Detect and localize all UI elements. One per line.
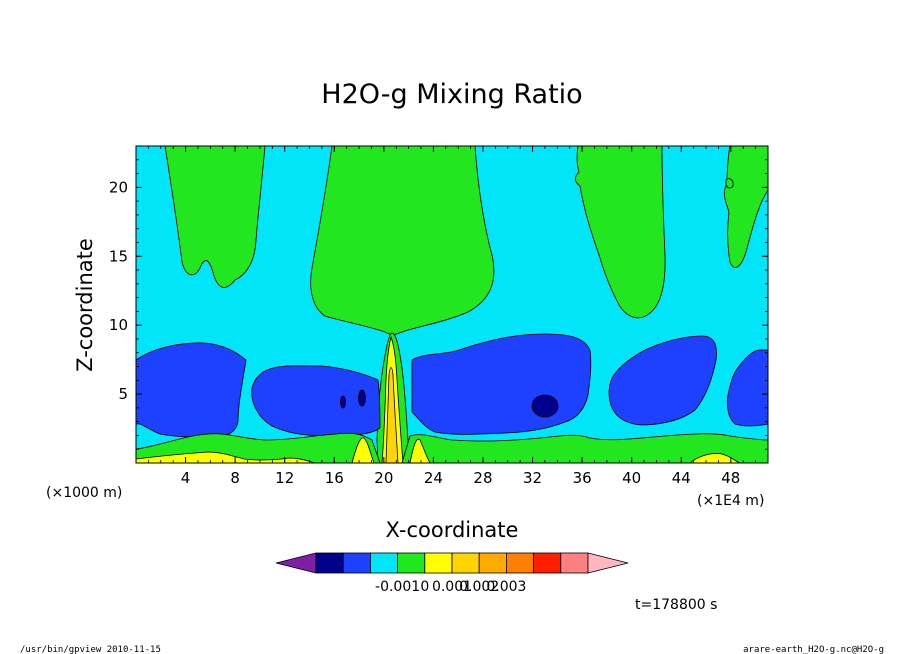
colorbar-tick-label: 0.003 (486, 579, 526, 595)
chart-title: H2O-g Mixing Ratio (321, 79, 582, 110)
colorbar-segment (505, 552, 534, 574)
mid-level-dry-band (136, 342, 247, 438)
x-tick-label: 8 (230, 469, 240, 487)
colorbar-segment (560, 552, 589, 574)
x-tick-label: 36 (573, 469, 592, 487)
colorbar-max-arrow (587, 552, 629, 574)
x-tick-label: 4 (181, 469, 191, 487)
x-tick-label: 44 (672, 469, 691, 487)
upper-moisture-region (725, 178, 734, 189)
x-tick-label: 20 (374, 469, 393, 487)
colorbar-tick-label: 0.002 (459, 579, 499, 595)
colorbar-tick-label: 0 (420, 579, 429, 595)
surface-moist-layer (351, 437, 375, 463)
colorbar-tick-label: -0.001 (375, 579, 420, 595)
surface-moist-layer (136, 451, 316, 463)
x-tick-label: 16 (325, 469, 344, 487)
y-tick-label: 20 (109, 178, 128, 196)
upper-moisture-region (574, 146, 666, 319)
colorbar-segment (533, 552, 562, 574)
x-tick-label: 12 (275, 469, 294, 487)
mid-level-dry-band (726, 349, 768, 427)
colorbar-segment (369, 552, 398, 574)
surface-moist-layer (409, 438, 431, 463)
colorbar-segment (315, 552, 344, 574)
x-tick-label: 28 (473, 469, 492, 487)
mid-level-dry-band (251, 365, 381, 437)
mid-level-dry-core (358, 389, 366, 407)
x-tick-label: 40 (622, 469, 641, 487)
mid-level-dry-core (531, 394, 559, 418)
mid-level-dry-band (608, 335, 717, 426)
x-unit-right: (×1E4 m) (697, 493, 764, 509)
colorbar-min-arrow (275, 552, 317, 574)
surface-moist-layer (401, 433, 768, 463)
y-tick-label: 15 (109, 247, 128, 265)
time-label: t=178800 s (635, 597, 717, 613)
mid-level-dry-core (340, 395, 346, 409)
convective-core (385, 367, 399, 463)
x-axis-label: X-coordinate (386, 518, 519, 542)
colorbar-segment (342, 552, 371, 574)
footer-left: /usr/bin/gpview 2010-11-15 (20, 645, 161, 654)
upper-moisture-region (164, 146, 266, 288)
colorbar-segment (397, 552, 426, 574)
footer-right: arare-earth_H2O-g.nc@H2O-g (743, 645, 884, 654)
x-tick-label: 32 (523, 469, 542, 487)
colorbar-segment (478, 552, 507, 574)
x-tick-label: 24 (424, 469, 443, 487)
y-tick-label: 5 (118, 385, 128, 403)
colorbar-tick-label: 0.001 (432, 579, 472, 595)
x-tick-label: 48 (721, 469, 740, 487)
y-tick-label: 10 (109, 316, 128, 334)
x-unit-left: (×1000 m) (46, 485, 122, 501)
y-axis-label: Z-coordinate (73, 238, 97, 372)
plot-frame (135, 145, 769, 464)
colorbar-segment (424, 552, 453, 574)
upper-moisture-region (310, 146, 495, 336)
colorbar-segment (451, 552, 480, 574)
contour-field (136, 146, 768, 463)
surface-moist-layer (689, 453, 741, 463)
